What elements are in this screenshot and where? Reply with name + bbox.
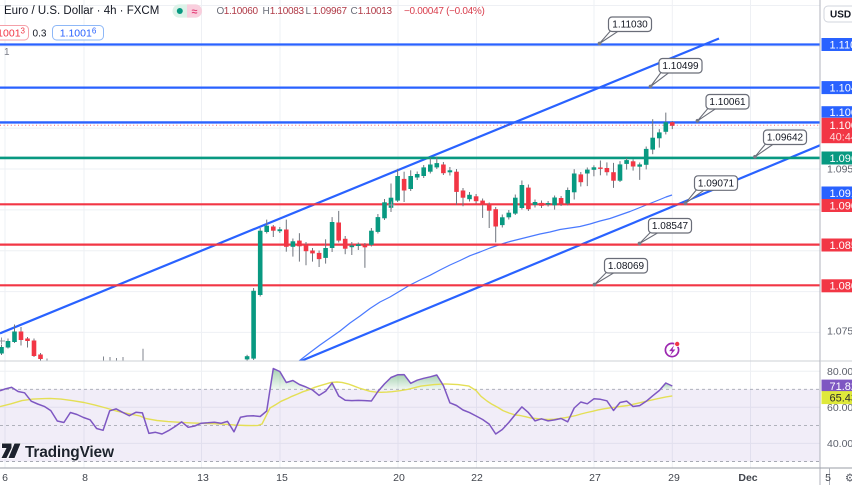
svg-text:1.09183: 1.09183 bbox=[830, 188, 852, 200]
svg-text:8: 8 bbox=[82, 472, 88, 484]
svg-text:40.00: 40.00 bbox=[827, 438, 852, 450]
svg-text:1: 1 bbox=[4, 47, 10, 58]
svg-text:22: 22 bbox=[471, 472, 483, 484]
svg-text:C: C bbox=[351, 6, 358, 17]
svg-text:1.10083: 1.10083 bbox=[270, 6, 305, 17]
svg-text:Euro / U.S. Dollar · 4h · FXCM: Euro / U.S. Dollar · 4h · FXCM bbox=[4, 5, 159, 17]
svg-text:−0.00047 (−0.04%): −0.00047 (−0.04%) bbox=[404, 6, 485, 17]
svg-text:29: 29 bbox=[668, 472, 680, 484]
svg-text:H: H bbox=[263, 6, 270, 17]
svg-text:1.10499: 1.10499 bbox=[830, 83, 852, 95]
svg-text:20: 20 bbox=[393, 472, 405, 484]
svg-text:40:44: 40:44 bbox=[830, 132, 852, 144]
svg-text:65.43: 65.43 bbox=[830, 393, 852, 405]
svg-text:≈: ≈ bbox=[192, 6, 198, 18]
svg-text:60.00: 60.00 bbox=[827, 402, 852, 414]
svg-text:O: O bbox=[217, 6, 225, 17]
svg-text:1.08547: 1.08547 bbox=[830, 240, 852, 252]
svg-text:1.10013: 1.10013 bbox=[358, 6, 393, 17]
svg-text:⚙: ⚙ bbox=[845, 473, 852, 485]
svg-text:1.11030: 1.11030 bbox=[830, 39, 852, 51]
svg-text:1.10013: 1.10013 bbox=[830, 120, 852, 132]
svg-text:5: 5 bbox=[825, 472, 831, 484]
svg-text:1.0950: 1.0950 bbox=[827, 164, 852, 176]
svg-text:1.09967: 1.09967 bbox=[313, 6, 348, 17]
svg-text:1.08069: 1.08069 bbox=[830, 281, 852, 293]
svg-text:TradingView: TradingView bbox=[25, 444, 115, 461]
svg-text:USD: USD bbox=[830, 10, 851, 21]
svg-text:1.08547: 1.08547 bbox=[652, 221, 689, 232]
svg-text:1.10499: 1.10499 bbox=[662, 61, 699, 72]
svg-text:27: 27 bbox=[589, 472, 601, 484]
svg-text:0.3: 0.3 bbox=[33, 28, 47, 39]
svg-text:1.10016: 1.10016 bbox=[60, 26, 97, 39]
svg-text:15: 15 bbox=[276, 472, 288, 484]
svg-text:1.10060: 1.10060 bbox=[224, 6, 259, 17]
svg-text:1.09642: 1.09642 bbox=[767, 133, 804, 144]
svg-text:6: 6 bbox=[2, 472, 8, 484]
svg-text:1.10061: 1.10061 bbox=[830, 107, 852, 119]
svg-text:Dec: Dec bbox=[738, 472, 757, 484]
svg-text:L: L bbox=[306, 6, 312, 17]
svg-text:1.08069: 1.08069 bbox=[608, 261, 645, 272]
svg-text:1.09642: 1.09642 bbox=[830, 153, 852, 165]
svg-text:1.09071: 1.09071 bbox=[830, 200, 852, 212]
svg-text:1.0750: 1.0750 bbox=[827, 326, 852, 338]
svg-text:80.00: 80.00 bbox=[827, 366, 852, 378]
svg-text:1.10061: 1.10061 bbox=[709, 97, 746, 108]
svg-text:71.82: 71.82 bbox=[830, 381, 852, 393]
svg-text:1.11030: 1.11030 bbox=[612, 20, 648, 31]
svg-text:13: 13 bbox=[197, 472, 209, 484]
svg-text:1.09071: 1.09071 bbox=[698, 178, 735, 189]
svg-text:1.10013: 1.10013 bbox=[0, 26, 26, 39]
